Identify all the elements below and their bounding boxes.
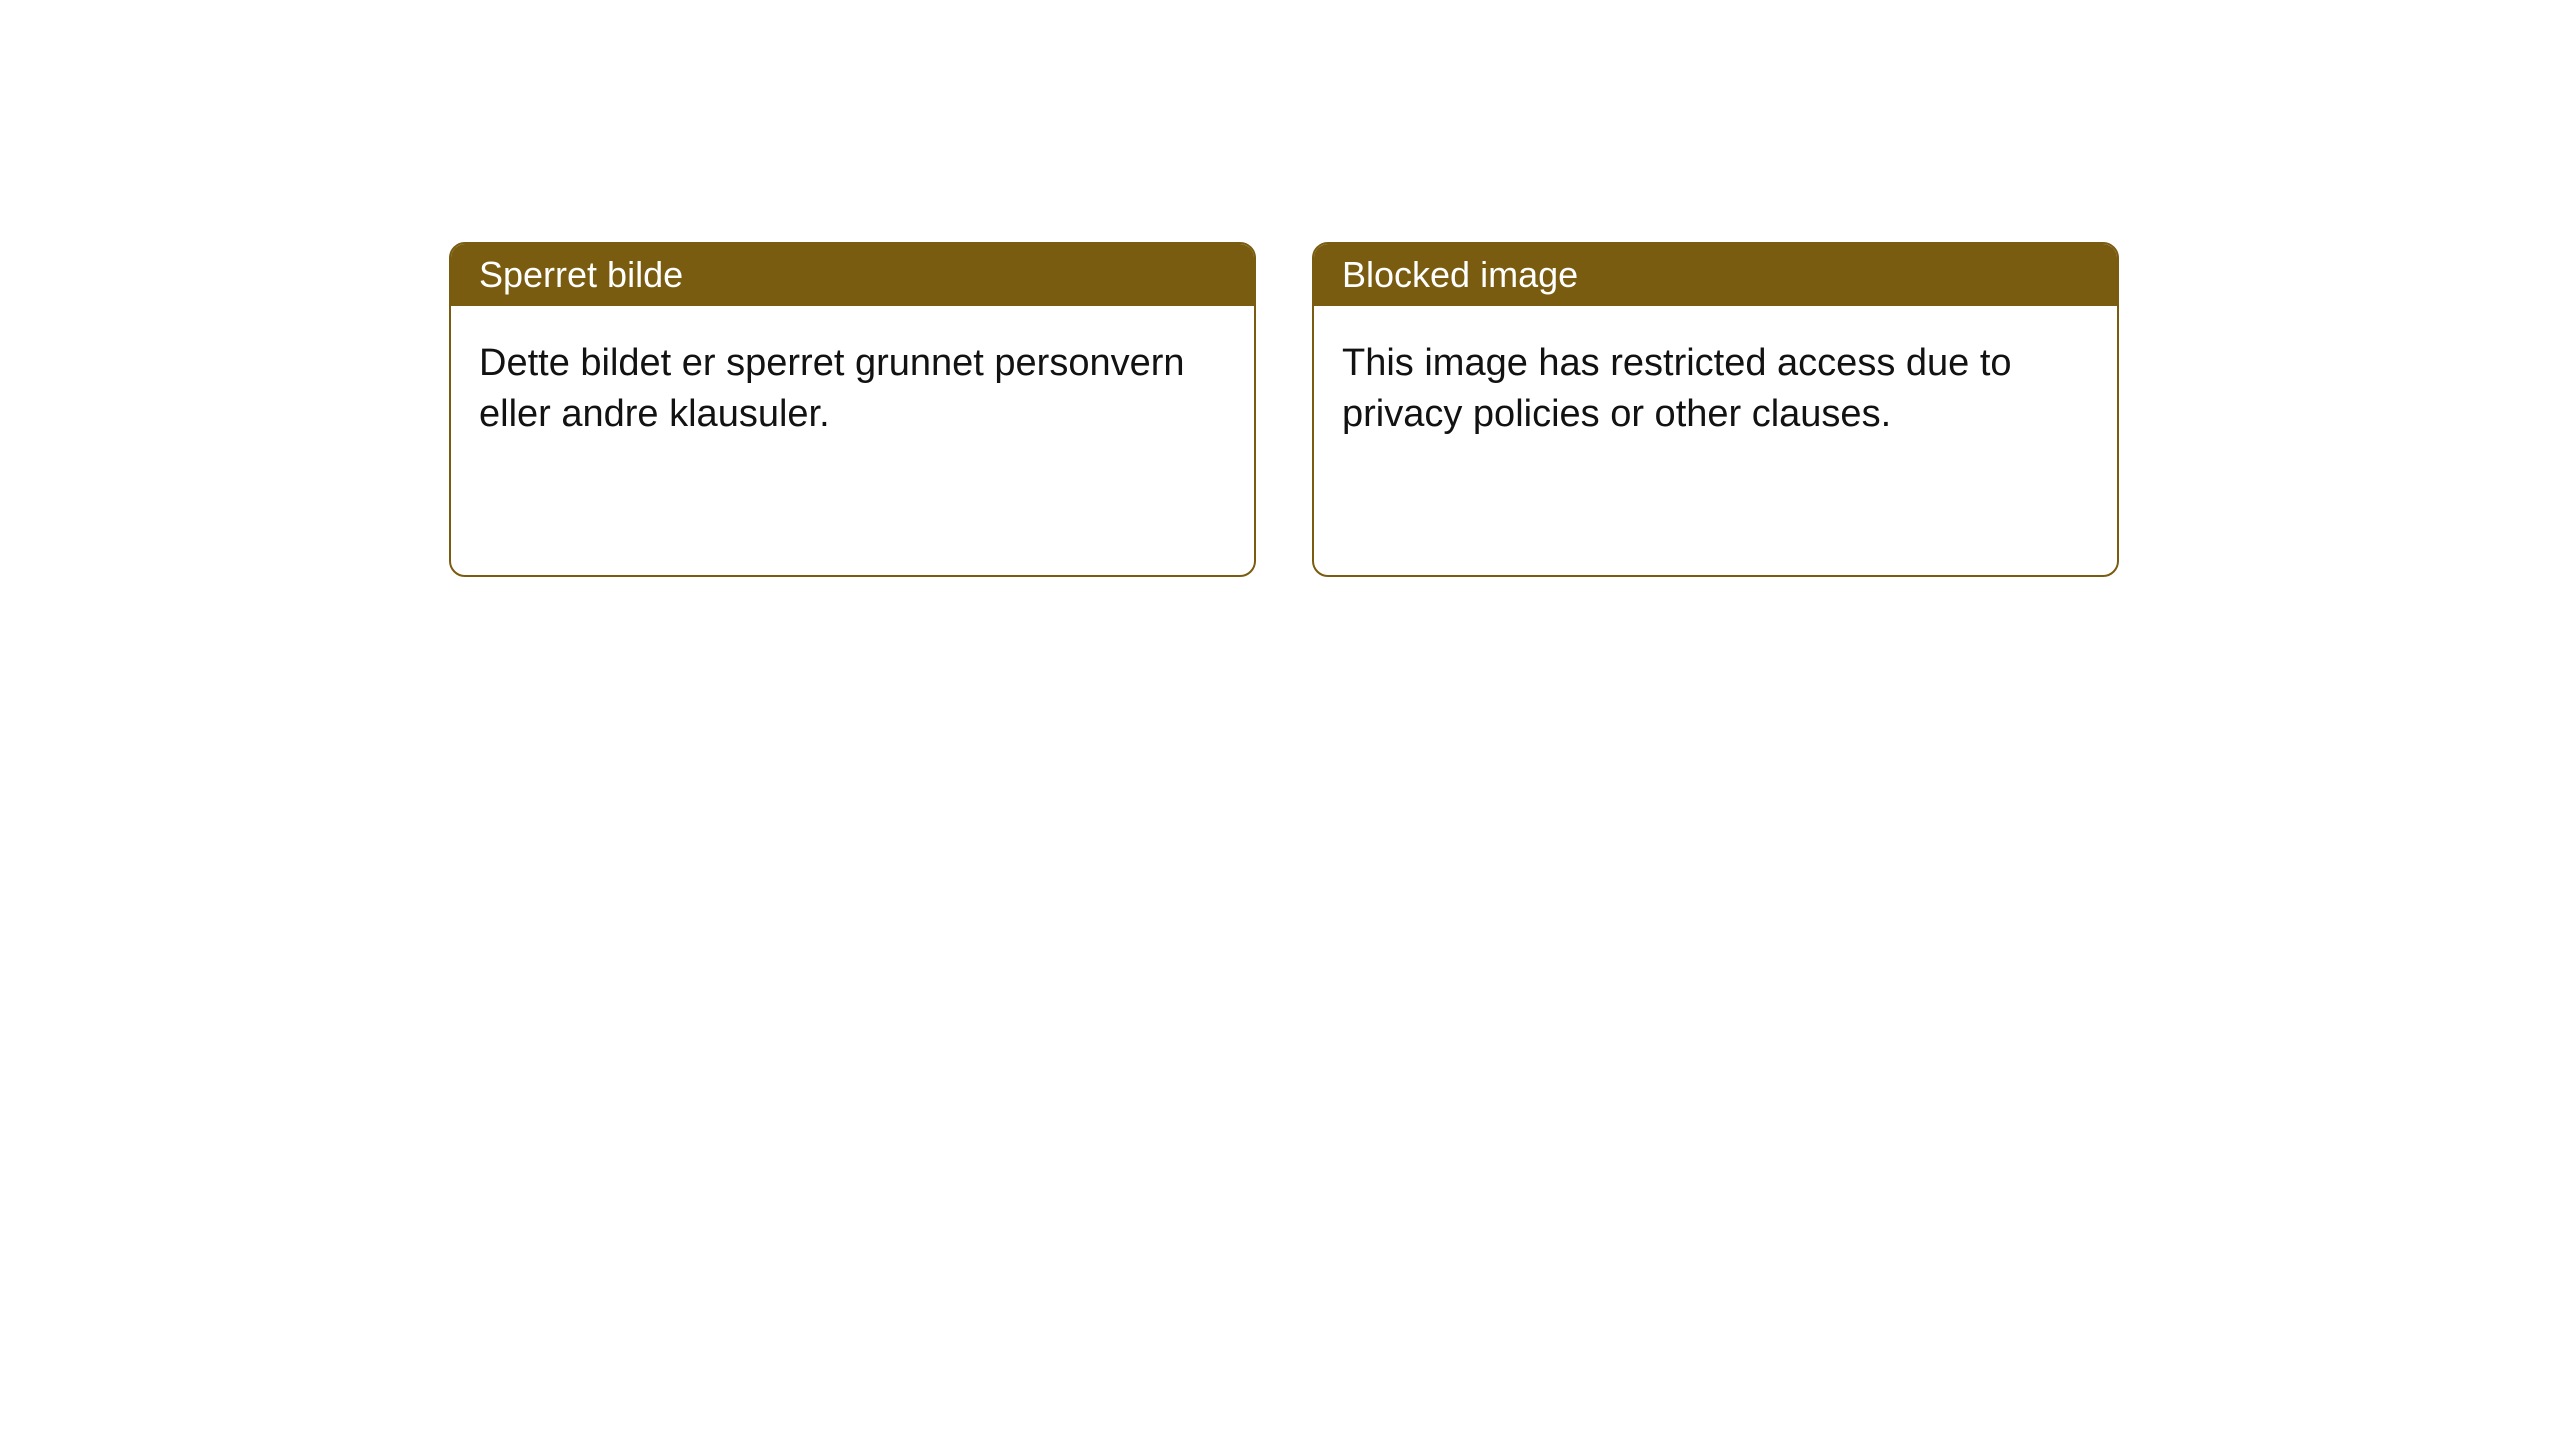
card-title: Blocked image xyxy=(1342,254,1578,295)
card-title: Sperret bilde xyxy=(479,254,683,295)
blocked-image-card-no: Sperret bilde Dette bildet er sperret gr… xyxy=(449,242,1256,577)
notice-container: Sperret bilde Dette bildet er sperret gr… xyxy=(0,0,2560,577)
card-body: Dette bildet er sperret grunnet personve… xyxy=(451,306,1254,473)
blocked-image-card-en: Blocked image This image has restricted … xyxy=(1312,242,2119,577)
card-body-text: This image has restricted access due to … xyxy=(1342,342,2012,435)
card-body-text: Dette bildet er sperret grunnet personve… xyxy=(479,342,1185,435)
card-header: Sperret bilde xyxy=(451,244,1254,306)
card-header: Blocked image xyxy=(1314,244,2117,306)
card-body: This image has restricted access due to … xyxy=(1314,306,2117,473)
